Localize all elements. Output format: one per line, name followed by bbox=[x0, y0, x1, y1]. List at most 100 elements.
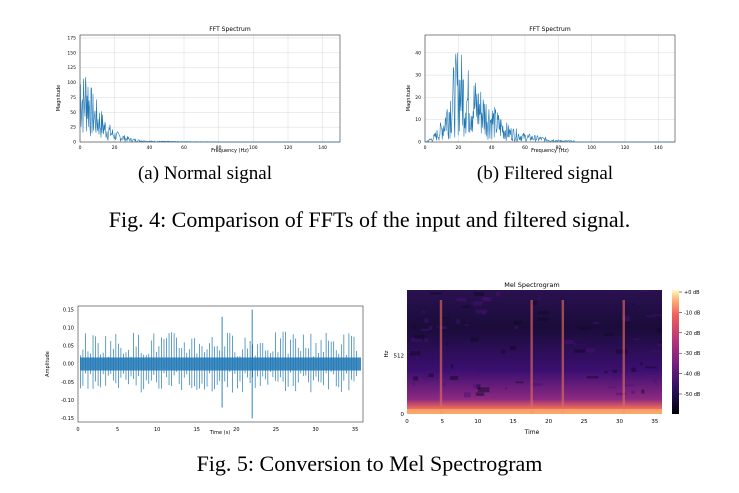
x-tick-label: 20 bbox=[233, 427, 239, 433]
mel-texture-patch bbox=[429, 292, 442, 295]
mel-texture-patch bbox=[409, 350, 421, 356]
fft-normal-chart: FFT Spectrum Magnitude Frequency (Hz) 0 2… bbox=[56, 26, 341, 154]
mel-texture-patch bbox=[530, 300, 538, 305]
y-tick-label: -0.10 bbox=[61, 398, 74, 404]
fft-filtered-xticks: 0 20 40 60 80 100 120 140 bbox=[424, 145, 663, 151]
mel-texture-patch bbox=[456, 297, 467, 302]
y-tick-label: 0.15 bbox=[63, 307, 74, 313]
waveform-xticks: 0 5 10 15 20 25 30 35 bbox=[76, 427, 358, 433]
x-tick-label: 30 bbox=[616, 419, 623, 425]
x-tick-label: 5 bbox=[116, 427, 119, 433]
mel-heatmap-texture bbox=[407, 290, 662, 414]
y-tick-label: 150 bbox=[67, 50, 76, 56]
mel-texture-patch bbox=[473, 301, 483, 306]
fft-normal-grid bbox=[79, 35, 340, 143]
fft-filtered-frame bbox=[424, 34, 676, 143]
mel-texture-patch bbox=[470, 337, 479, 342]
fft-filtered-xlabel: Frequency (Hz) bbox=[531, 148, 569, 154]
mel-texture-patch bbox=[586, 376, 599, 379]
waveform-yticks: 0.15 0.10 0.05 0.00 -0.05 -0.10 -0.15 bbox=[61, 307, 74, 422]
mel-texture-patch bbox=[616, 349, 628, 354]
x-tick-label: 0 bbox=[405, 419, 409, 425]
x-tick-label: 10 bbox=[474, 419, 481, 425]
waveform-chart: Amplitude Time (s) 0 5 10 15 20 25 30 35 0.150.… bbox=[45, 305, 364, 436]
mel-texture-patch bbox=[475, 309, 488, 314]
mel-texture-patch bbox=[604, 370, 608, 374]
mel-ylabel: Hz bbox=[384, 350, 390, 357]
mel-texture-patch bbox=[440, 326, 448, 330]
mel-texture-patch bbox=[509, 345, 516, 351]
mel-low-band bbox=[407, 409, 662, 414]
mel-texture-patch bbox=[451, 364, 454, 369]
mel-texture-patch bbox=[501, 349, 506, 354]
mel-texture-patch bbox=[625, 384, 635, 387]
mel-texture-patch bbox=[649, 350, 661, 352]
mel-texture-patch bbox=[656, 328, 662, 333]
fft-normal-xticks: 0 20 40 60 80 100 120 140 bbox=[79, 145, 328, 151]
mel-texture-patch bbox=[473, 291, 485, 296]
fft-filtered-grid bbox=[424, 35, 675, 143]
mel-texture-patch bbox=[654, 378, 657, 384]
x-tick-label: 120 bbox=[621, 145, 630, 151]
x-tick-label: 60 bbox=[181, 145, 187, 151]
subcaption-b: (b) Filtered signal bbox=[476, 163, 614, 184]
mel-texture-patch bbox=[416, 356, 420, 359]
fig5-caption: Fig. 5: Conversion to Mel Spectrogram bbox=[196, 451, 543, 476]
mel-xlabel: Time bbox=[524, 429, 540, 436]
mel-texture-patch bbox=[412, 382, 415, 386]
mel-title: Mel Spectrogram bbox=[504, 281, 559, 289]
y-tick-label: 40 bbox=[415, 50, 421, 56]
mel-texture-patch bbox=[421, 328, 429, 331]
mel-onset-band bbox=[530, 300, 533, 414]
colorbar-tick-label: -20 dB bbox=[684, 331, 701, 337]
mel-texture-patch bbox=[537, 317, 549, 322]
mel-texture-patch bbox=[652, 314, 662, 316]
mel-texture-patch bbox=[446, 343, 449, 346]
mel-texture-patch bbox=[612, 374, 620, 380]
y-tick-label: 0 bbox=[73, 140, 76, 146]
mel-texture-patch bbox=[495, 291, 501, 297]
mel-texture-patch bbox=[564, 339, 574, 345]
x-tick-label: 25 bbox=[581, 419, 588, 425]
waveform-ylabel: Amplitude bbox=[45, 351, 51, 377]
fft-filtered-yticks: 0 10 20 30 40 bbox=[415, 50, 421, 145]
mel-texture-patch bbox=[473, 384, 480, 389]
mel-texture-patch bbox=[631, 367, 637, 372]
mel-texture-patch bbox=[657, 343, 662, 346]
colorbar-tick-label: -10 dB bbox=[684, 310, 701, 316]
y-tick-label: 10 bbox=[415, 117, 421, 123]
mel-texture-patch bbox=[424, 338, 428, 342]
mel-onset-band bbox=[439, 300, 443, 414]
waveform-xlabel: Time (s) bbox=[209, 430, 230, 436]
y-tick-label: 125 bbox=[67, 65, 76, 71]
x-tick-label: 30 bbox=[312, 427, 318, 433]
mel-xticks: 0 5 10 15 20 25 30 35 bbox=[405, 419, 659, 425]
mel-texture-patch bbox=[631, 390, 635, 395]
subcaption-a: (a) Normal signal bbox=[137, 163, 272, 184]
fft-normal-title: FFT Spectrum bbox=[209, 26, 251, 33]
mel-texture-patch bbox=[576, 342, 585, 345]
mel-texture-patch bbox=[475, 392, 485, 396]
x-tick-label: 100 bbox=[249, 145, 258, 151]
mel-texture-patch bbox=[477, 387, 490, 393]
mel-texture-patch bbox=[450, 370, 461, 374]
x-tick-label: 20 bbox=[112, 145, 118, 151]
y-tick-label: 0.05 bbox=[63, 344, 74, 350]
mel-texture-patch bbox=[423, 375, 428, 381]
y-tick-label: 50 bbox=[70, 110, 76, 116]
x-tick-label: 0 bbox=[424, 145, 427, 151]
mel-yticks: 512 0 bbox=[394, 354, 405, 418]
mel-texture-patch bbox=[414, 334, 425, 340]
x-tick-label: 140 bbox=[654, 145, 663, 151]
mel-spectrogram-chart: Mel Spectrogram Hz Time 0 5 10 15 20 25 30 35 5… bbox=[384, 281, 701, 436]
mel-texture-patch bbox=[515, 381, 524, 384]
mel-texture-patch bbox=[481, 296, 491, 301]
y-tick-label: -0.05 bbox=[61, 380, 74, 386]
mel-colorbar-ticks: +0 dB -10 dB -20 dB -30 dB -40 dB -50 dB bbox=[679, 290, 701, 398]
mel-texture-patch bbox=[464, 324, 469, 326]
mel-texture-patch bbox=[424, 318, 429, 323]
y-tick-label: 0 bbox=[418, 140, 421, 146]
mel-texture-patch bbox=[456, 319, 460, 324]
mel-texture-patch bbox=[441, 316, 450, 320]
mel-texture-patch bbox=[467, 370, 477, 375]
